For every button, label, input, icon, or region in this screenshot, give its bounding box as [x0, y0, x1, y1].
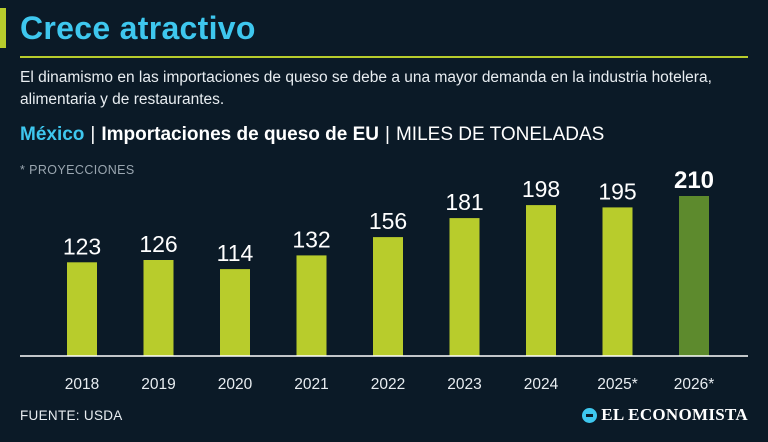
- category-label-2018: 2018: [65, 376, 99, 393]
- heading-separator-2: |: [385, 124, 390, 145]
- bar-2020: [220, 269, 250, 356]
- projection-note: * PROYECCIONES: [20, 163, 135, 177]
- bar-2025*: [602, 207, 633, 356]
- category-label-2021: 2021: [294, 376, 328, 393]
- page-title: Crece atractivo: [20, 10, 256, 46]
- bar-2018: [67, 262, 97, 356]
- title-accent-bar: [0, 8, 6, 48]
- chart-title: Importaciones de queso de EU: [101, 124, 380, 145]
- bar-2024: [526, 205, 556, 356]
- heading-separator-1: |: [90, 124, 96, 145]
- bars-group: [67, 196, 709, 356]
- bar-2021: [296, 255, 327, 356]
- title-divider: [20, 56, 748, 58]
- category-label-2019: 2019: [141, 376, 175, 393]
- category-label-2023: 2023: [447, 376, 481, 393]
- value-label-2021: 132: [292, 226, 330, 252]
- source-note: FUENTE: USDA: [20, 408, 123, 423]
- chart-unit: MILES DE TONELADAS: [395, 124, 605, 145]
- category-label-2024: 2024: [524, 376, 559, 393]
- category-label-2022: 2022: [371, 376, 405, 393]
- category-label-2026*: 2026*: [674, 376, 715, 393]
- brand-name: EL ECONOMISTA: [601, 405, 748, 424]
- category-label-2025*: 2025*: [597, 376, 638, 393]
- value-label-2026*: 210: [674, 167, 714, 194]
- value-label-2024: 198: [522, 176, 560, 202]
- chart-country: México: [20, 124, 85, 145]
- bar-2022: [373, 237, 403, 356]
- value-label-2018: 123: [63, 233, 101, 259]
- value-label-2025*: 195: [598, 178, 636, 204]
- brand-logo: EL ECONOMISTA: [582, 405, 748, 425]
- labels-group: 123 2018 126 2019 114 2020 132 2021 156 2022 181 20…: [63, 167, 714, 393]
- bar-2026*: [679, 196, 709, 356]
- brand-globe-icon: [582, 407, 598, 423]
- chart-heading: México | Importaciones de queso de EU | MILE…: [20, 124, 604, 146]
- value-label-2019: 126: [139, 231, 177, 257]
- category-label-2020: 2020: [218, 376, 253, 393]
- subtitle: El dinamismo en las importaciones de que…: [20, 69, 712, 108]
- value-label-2022: 156: [369, 208, 407, 234]
- bar-2023: [449, 218, 480, 356]
- value-label-2020: 114: [217, 240, 254, 266]
- value-label-2023: 181: [445, 189, 483, 215]
- bar-2019: [143, 260, 174, 356]
